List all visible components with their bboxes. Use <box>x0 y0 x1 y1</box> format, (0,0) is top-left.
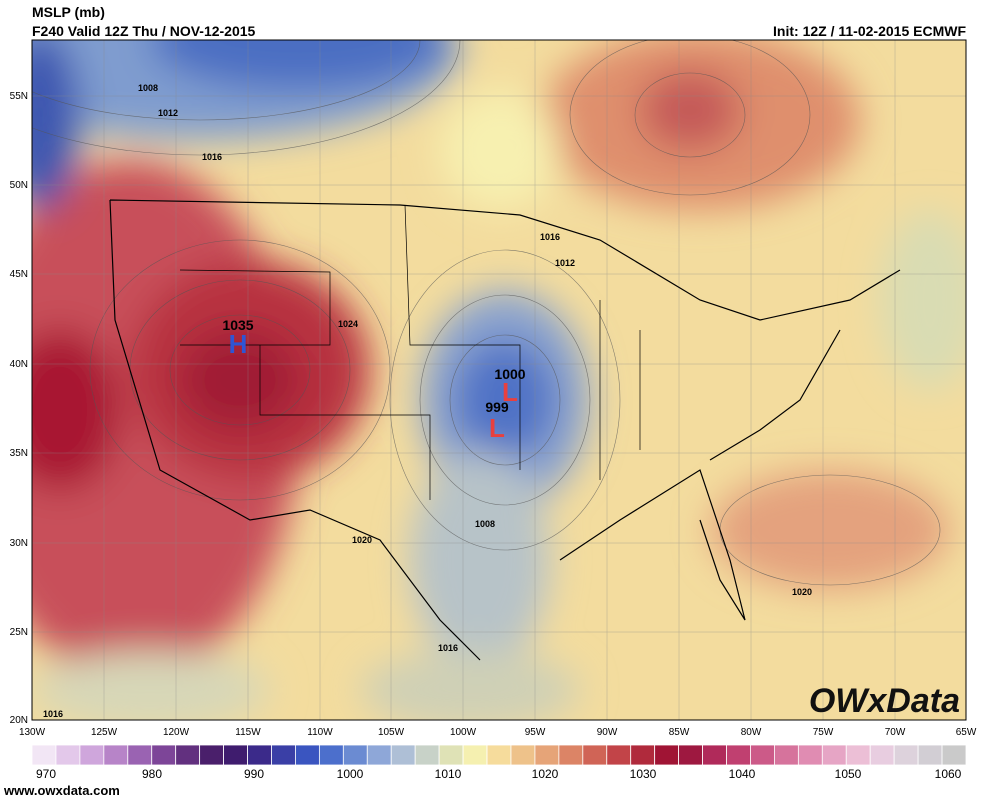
colorbar-swatch <box>271 744 296 766</box>
map-title: MSLP (mb) <box>32 4 105 20</box>
colorbar-label: 1030 <box>630 767 657 781</box>
colorbar-swatch <box>797 744 823 766</box>
colorbar-swatch <box>654 744 680 766</box>
colorbar-swatch <box>750 744 775 766</box>
colorbar-swatch <box>127 744 153 766</box>
lon-label: 100W <box>450 727 477 738</box>
colorbar-swatch <box>845 744 871 766</box>
colorbar-swatch <box>486 744 512 766</box>
colorbar-swatch <box>103 744 129 766</box>
colorbar-swatch <box>366 744 392 766</box>
colorbar-label: 970 <box>36 767 56 781</box>
colorbar-swatch <box>558 744 584 766</box>
contour-label: 1016 <box>202 152 222 162</box>
colorbar-swatch <box>702 744 727 766</box>
valid-time: F240 Valid 12Z Thu / NOV-12-2015 <box>32 23 256 39</box>
center-symbol: L <box>489 413 505 443</box>
colorbar-label: 980 <box>142 767 162 781</box>
colorbar-label: 1060 <box>935 767 962 781</box>
colorbar-swatch <box>223 744 248 766</box>
lon-label: 115W <box>235 727 261 738</box>
colorbar-swatch <box>31 744 57 766</box>
colorbar-swatch <box>247 744 272 766</box>
lat-label: 30N <box>10 538 28 549</box>
colorbar-swatch <box>534 744 560 766</box>
colorbar-swatch <box>414 744 440 766</box>
colorbar-swatch <box>869 744 895 766</box>
colorbar-swatch <box>917 744 943 766</box>
colorbar-label: 1040 <box>729 767 756 781</box>
lon-label: 110W <box>307 727 333 738</box>
map-frame <box>31 39 967 721</box>
lon-label: 125W <box>91 727 118 738</box>
colorbar-swatch <box>390 744 416 766</box>
colorbar-swatch <box>606 744 632 766</box>
contour-label: 1020 <box>792 587 812 597</box>
colorbar-swatch <box>630 744 656 766</box>
contour-label: 1008 <box>475 519 495 529</box>
colorbar-label: 1000 <box>337 767 364 781</box>
contour-label: 1016 <box>43 709 63 719</box>
colorbar-label: 1010 <box>435 767 462 781</box>
lat-label: 50N <box>10 180 28 191</box>
lat-label: 55N <box>10 91 28 102</box>
colorbar-swatch <box>199 744 224 766</box>
colorbar-swatch <box>582 744 608 766</box>
colorbar-swatch <box>774 744 799 766</box>
lon-label: 130W <box>19 727 46 738</box>
colorbar-label: 1020 <box>532 767 559 781</box>
colorbar-swatch <box>462 744 488 766</box>
lon-label: 80W <box>741 727 762 738</box>
colorbar-swatch <box>438 744 464 766</box>
contour-label: 1012 <box>555 258 575 268</box>
lon-label: 105W <box>378 727 405 738</box>
colorbar-swatch <box>821 744 847 766</box>
colorbar-swatch <box>79 744 105 766</box>
lat-label: 20N <box>10 715 28 726</box>
colorbar: 970 980 990 1000 1010 1020 1030 1040 1050 1060 <box>31 744 967 781</box>
contour-label: 1016 <box>438 643 458 653</box>
contour-label: 1016 <box>540 232 560 242</box>
lon-label: 70W <box>885 727 906 738</box>
lon-label: 75W <box>813 727 834 738</box>
init-time: Init: 12Z / 11-02-2015 ECMWF <box>773 23 966 39</box>
center-value: 999 <box>485 399 509 415</box>
lon-label: 65W <box>956 727 977 738</box>
center-value: 1000 <box>494 366 525 382</box>
center-symbol: H <box>229 329 248 359</box>
colorbar-swatch <box>510 744 536 766</box>
colorbar-swatch <box>295 744 320 766</box>
colorbar-swatch <box>55 744 81 766</box>
contour-label: 1020 <box>352 535 372 545</box>
lon-label: 85W <box>669 727 690 738</box>
lon-label: 120W <box>163 727 190 738</box>
lon-label: 90W <box>597 727 618 738</box>
lat-label: 40N <box>10 359 28 370</box>
colorbar-swatch <box>893 744 919 766</box>
colorbar-label: 990 <box>244 767 264 781</box>
colorbar-label: 1050 <box>835 767 862 781</box>
contour-label: 1012 <box>158 108 178 118</box>
colorbar-swatch <box>678 744 703 766</box>
contour-label: 1008 <box>138 83 158 93</box>
lat-label: 35N <box>10 448 28 459</box>
website: www.owxdata.com <box>3 783 120 798</box>
colorbar-swatch <box>151 744 177 766</box>
colorbar-swatch <box>342 744 368 766</box>
center-symbol: L <box>502 377 518 407</box>
lon-label: 95W <box>525 727 546 738</box>
lat-label: 25N <box>10 627 28 638</box>
colorbar-swatch <box>175 744 201 766</box>
lat-label: 45N <box>10 269 28 280</box>
contour-label: 1024 <box>338 319 358 329</box>
colorbar-swatch <box>726 744 751 766</box>
center-value: 1035 <box>222 317 253 333</box>
map-field <box>32 40 966 720</box>
logo: OWxData <box>809 682 960 720</box>
colorbar-swatch <box>941 744 967 766</box>
colorbar-swatch <box>318 744 344 766</box>
